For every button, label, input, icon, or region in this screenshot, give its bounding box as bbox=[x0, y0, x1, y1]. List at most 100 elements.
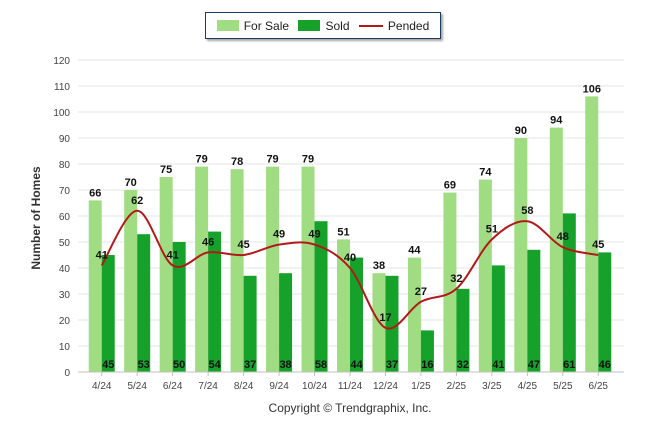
data-label-for-sale: 79 bbox=[196, 154, 208, 166]
data-label-pended: 41 bbox=[167, 249, 179, 261]
x-tick-label: 8/24 bbox=[234, 381, 254, 392]
data-label-pended: 45 bbox=[237, 239, 249, 251]
y-axis-title: Number of Homes bbox=[29, 166, 43, 270]
bar-for-sale bbox=[443, 192, 457, 372]
y-tick-label: 60 bbox=[59, 212, 71, 223]
data-label-pended: 46 bbox=[202, 236, 214, 248]
bar-sold bbox=[279, 273, 293, 372]
data-label-for-sale: 90 bbox=[515, 125, 527, 137]
data-label-sold: 32 bbox=[457, 359, 469, 371]
bar-sold bbox=[598, 252, 612, 372]
data-label-pended: 58 bbox=[521, 205, 533, 217]
bar-for-sale bbox=[585, 96, 599, 373]
bar-for-sale bbox=[88, 200, 102, 372]
data-label-sold: 44 bbox=[350, 359, 363, 371]
data-label-for-sale: 51 bbox=[337, 226, 349, 238]
bar-sold bbox=[562, 213, 576, 372]
data-label-for-sale: 94 bbox=[550, 115, 563, 127]
bar-for-sale bbox=[549, 127, 563, 372]
x-tick-label: 5/25 bbox=[553, 381, 573, 392]
y-tick-label: 100 bbox=[53, 108, 70, 119]
data-label-pended: 32 bbox=[450, 273, 462, 285]
data-label-pended: 27 bbox=[415, 286, 427, 298]
data-label-for-sale: 69 bbox=[444, 180, 456, 192]
data-label-for-sale: 106 bbox=[583, 83, 601, 95]
data-label-pended: 40 bbox=[344, 252, 356, 264]
axes: 0 10 20 30 40 50 60 70 80 90 100 110 120 4/24 5/24 6/24… bbox=[53, 56, 624, 392]
y-tick-label: 50 bbox=[59, 238, 71, 249]
y-tick-label: 40 bbox=[59, 264, 71, 275]
y-tick-label: 80 bbox=[59, 160, 71, 171]
x-tick-label: 9/24 bbox=[269, 381, 289, 392]
bar-for-sale bbox=[195, 166, 209, 372]
bar-sold bbox=[137, 234, 151, 372]
legend-label-sold: Sold bbox=[325, 18, 350, 33]
legend-item-pended[interactable]: Pended bbox=[358, 18, 430, 33]
bar-sold bbox=[314, 221, 328, 372]
y-tick-label: 30 bbox=[59, 290, 71, 301]
bar-sold bbox=[172, 242, 186, 372]
y-tick-label: 120 bbox=[53, 56, 70, 67]
legend-label-pended: Pended bbox=[387, 18, 430, 33]
bar-sold bbox=[527, 249, 541, 372]
data-label-sold: 50 bbox=[173, 359, 185, 371]
y-tick-label: 90 bbox=[59, 134, 71, 145]
y-tick-label: 0 bbox=[64, 368, 70, 379]
bar-for-sale bbox=[478, 179, 492, 372]
data-label-pended: 41 bbox=[96, 249, 108, 261]
pended-line-group bbox=[100, 209, 599, 330]
x-tick-label: 3/25 bbox=[482, 381, 502, 392]
bar-sold bbox=[385, 275, 399, 372]
bar-for-sale bbox=[301, 166, 315, 372]
bar-for-sale bbox=[407, 257, 421, 372]
data-label-sold: 38 bbox=[279, 359, 291, 371]
data-label-sold: 58 bbox=[315, 359, 327, 371]
x-tick-label: 12/24 bbox=[373, 381, 398, 392]
data-label-sold: 61 bbox=[563, 359, 575, 371]
data-label-sold: 16 bbox=[421, 359, 433, 371]
pended-line bbox=[100, 209, 599, 330]
data-label-for-sale: 75 bbox=[160, 164, 172, 176]
data-label-for-sale: 70 bbox=[125, 177, 137, 189]
y-tick-label: 70 bbox=[59, 186, 71, 197]
data-label-for-sale: 78 bbox=[231, 156, 243, 168]
bar-sold bbox=[243, 275, 257, 372]
x-tick-label: 6/25 bbox=[589, 381, 609, 392]
legend-label-for-sale: For Sale bbox=[243, 18, 290, 33]
bar-for-sale bbox=[337, 239, 350, 372]
data-label-for-sale: 79 bbox=[266, 154, 278, 166]
bar-sold bbox=[208, 231, 222, 372]
x-tick-label: 10/24 bbox=[302, 381, 327, 392]
bar-for-sale bbox=[266, 166, 280, 372]
bar-for-sale bbox=[514, 138, 528, 372]
bar-sold bbox=[420, 330, 434, 372]
bar-for-sale bbox=[230, 169, 244, 372]
data-label-pended: 17 bbox=[379, 312, 391, 324]
data-label-for-sale: 79 bbox=[302, 154, 314, 166]
x-tick-label: 2/25 bbox=[447, 381, 467, 392]
sold-swatch bbox=[298, 20, 321, 31]
data-label-pended: 51 bbox=[486, 223, 498, 235]
legend-item-for-sale[interactable]: For Sale bbox=[216, 18, 290, 33]
x-tick-label: 5/24 bbox=[127, 381, 147, 392]
copyright-text: Copyright © Trendgraphix, Inc. bbox=[268, 401, 432, 415]
bar-sold bbox=[101, 255, 115, 372]
data-label-sold: 37 bbox=[386, 359, 398, 371]
data-labels: 66 45 70 53 75 50 79 54 78 37 79 38 79 58 51 44 38 37 44 16… bbox=[89, 83, 611, 371]
bar-for-sale bbox=[159, 177, 173, 372]
data-label-for-sale: 44 bbox=[408, 245, 421, 257]
data-label-sold: 45 bbox=[102, 359, 114, 371]
x-tick-label: 1/25 bbox=[411, 381, 431, 392]
data-label-pended: 49 bbox=[273, 229, 285, 241]
data-label-sold: 41 bbox=[492, 359, 504, 371]
legend-item-sold[interactable]: Sold bbox=[298, 18, 350, 33]
x-tick-label: 11/24 bbox=[338, 381, 363, 392]
x-tick-label: 4/24 bbox=[92, 381, 112, 392]
data-label-sold: 54 bbox=[209, 359, 222, 371]
bar-sold bbox=[350, 257, 363, 372]
bar-for-sale bbox=[124, 190, 138, 372]
x-tick-label: 7/24 bbox=[198, 381, 218, 392]
for-sale-swatch bbox=[216, 20, 239, 31]
data-label-sold: 46 bbox=[599, 359, 611, 371]
